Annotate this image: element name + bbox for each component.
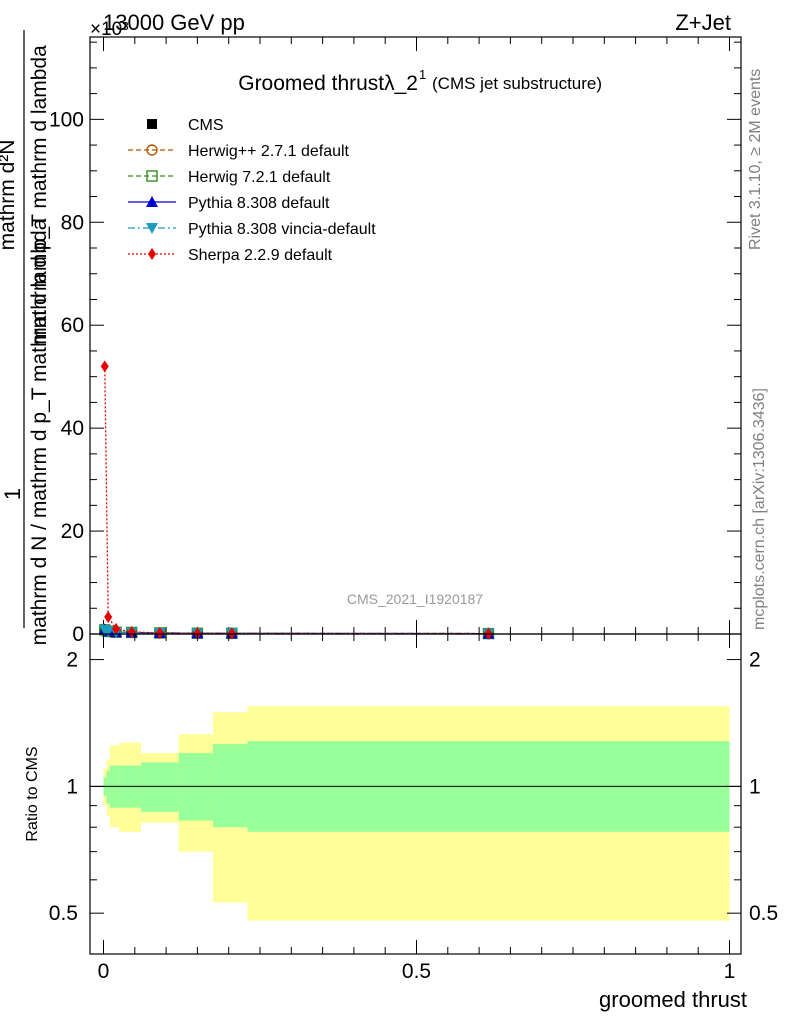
ratio-y-axis-label: Ratio to CMS [24,746,41,841]
main-panel: 0 20 40 60 80 100 CMS_2021_I1920187 Groomed t… [49,36,742,646]
ratio-y-tick-label: 0.5 [49,902,78,925]
chart-title-text: Groomed thrustλ_2 [238,72,418,95]
legend-marker [146,144,158,156]
ratio-y-tick-label: 2 [66,649,78,672]
main-y-tick-label: 100 [49,108,84,131]
svg-text:Groomed thrustλ_2: Groomed thrustλ_2 [238,72,418,95]
legend-marker [147,119,157,129]
legend: CMS Herwig++ 2.7.1 default Herwig 7.2.1 de… [128,117,376,264]
ylabel-denominator: mathrm d N / mathrm d p_T mathrm d lambd… [28,218,51,645]
ratio-y-tick-label: 1 [66,775,78,798]
data-point [127,625,136,638]
main-y-tick-label: 0 [72,623,84,646]
header-right-label: Z+Jet [675,10,731,35]
ratio-band-stat [106,770,110,804]
data-point [193,627,202,640]
ratio-bands [103,706,730,921]
legend-entry: Pythia 8.308 vincia-default [128,221,376,238]
x-tick-label: 0.5 [402,960,431,983]
legend-label: Herwig 7.2.1 default [188,169,331,186]
legend-label: Pythia 8.308 default [188,195,330,212]
legend-entry: Pythia 8.308 default [128,195,330,212]
legend-marker [146,223,158,234]
legend-label: Sherpa 2.2.9 default [188,247,333,264]
rivet-label: Rivet 3.1.10, ≥ 2M events [747,69,764,250]
legend-marker [148,248,156,260]
legend-entry: Herwig++ 2.7.1 default [128,143,350,160]
ratio-y-tick-label-right: 0.5 [749,902,778,925]
header-exponent-label: ×10³ [90,19,129,40]
chart-watermark: CMS_2021_I1920187 [347,591,483,607]
ratio-band-stat [213,744,248,828]
main-y-ticks: 0 20 40 60 80 100 [49,41,741,646]
main-y-axis-label: 1 mathrm d²N mathrm d p_T mathrm d lambd… [0,30,51,645]
legend-label: CMS [188,117,224,134]
mcplots-label: mcplots.cern.ch [arXiv:1306.3436] [751,388,768,630]
data-point [227,627,236,640]
legend-marker [146,196,158,207]
data-point [100,360,109,373]
main-y-tick-label: 80 [61,211,84,234]
ratio-panel: 0.5 0.51 12 2 0 0.5 1 Ratio to CMS groomed th… [24,633,778,1012]
main-y-tick-label: 60 [61,314,84,337]
ratio-y-tick-label-right: 2 [749,649,761,672]
x-tick-label: 0 [98,960,110,983]
chart-title-superscript: 1 [419,67,426,82]
legend-entry: CMS [147,117,224,134]
ratio-frame [89,633,742,955]
data-point [104,611,113,624]
ylabel-numerator: 1 [0,488,25,500]
ratio-band-stat [141,762,179,812]
chart-title: Groomed thrustλ_2 1 (CMS jet substructur… [238,67,602,95]
data-point [112,622,121,635]
header-left-label: 13000 GeV pp [103,10,245,35]
ratio-x-ticks: 0 0.5 1 [98,634,736,983]
ylabel-upper2: mathrm d p_T mathrm d lambda [28,45,51,345]
legend-entry: Sherpa 2.2.9 default [128,247,333,264]
main-y-tick-label: 40 [61,417,84,440]
ratio-y-ticks: 0.5 0.5 1 1 2 2 [49,649,778,926]
ylabel-upper: mathrm d²N [0,140,19,251]
legend-entry: Herwig 7.2.1 default [128,169,331,186]
legend-marker [146,170,158,182]
data-point [155,626,164,639]
ratio-y-tick-label-right: 1 [749,775,761,798]
legend-label: Herwig++ 2.7.1 default [188,143,350,160]
x-tick-label: 1 [724,960,736,983]
chart-title-note: (CMS jet substructure) [432,74,602,93]
legend-label: Pythia 8.308 vincia-default [188,221,376,238]
x-axis-label: groomed thrust [599,987,747,1012]
main-y-tick-label: 20 [61,520,84,543]
series-5 [100,360,493,640]
